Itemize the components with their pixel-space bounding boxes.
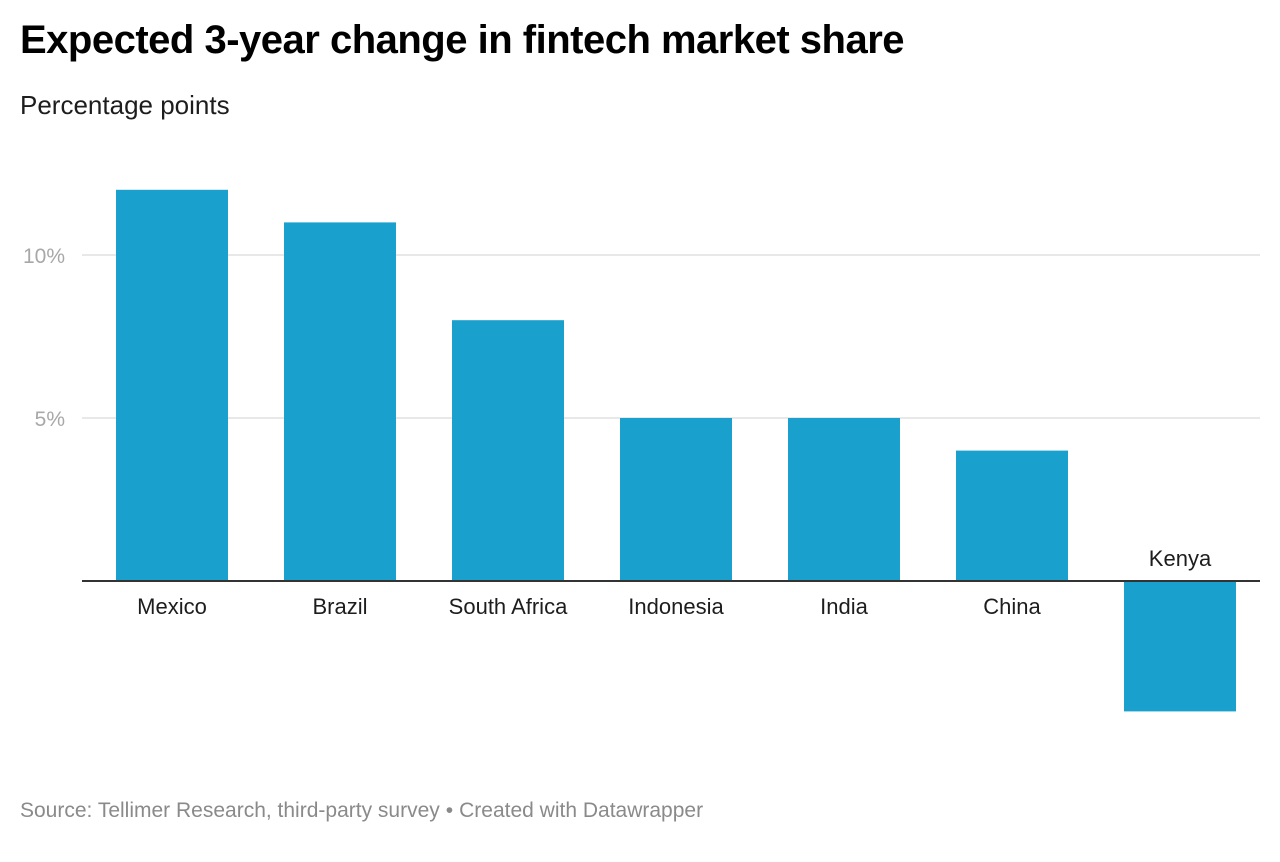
category-label: Mexico bbox=[137, 594, 207, 619]
chart-footer: Source: Tellimer Research, third-party s… bbox=[20, 799, 703, 823]
category-labels: Mexico Brazil South Africa Indonesia India Ch… bbox=[137, 546, 1212, 619]
source-note: Source: Tellimer Research, third-party s… bbox=[20, 799, 440, 822]
bar bbox=[620, 418, 732, 581]
bar bbox=[116, 189, 228, 582]
footer-separator: • bbox=[445, 799, 454, 822]
category-label: Kenya bbox=[1149, 546, 1212, 571]
bar bbox=[1124, 581, 1236, 712]
category-label: India bbox=[820, 594, 868, 619]
category-label: Indonesia bbox=[628, 594, 724, 619]
category-label: China bbox=[983, 594, 1041, 619]
bars bbox=[116, 189, 1236, 712]
bar bbox=[284, 222, 396, 581]
category-label: Brazil bbox=[312, 594, 367, 619]
bar bbox=[956, 450, 1068, 581]
chart-title: Expected 3-year change in fintech market… bbox=[20, 18, 905, 62]
bar bbox=[452, 320, 564, 581]
y-tick-label: 10% bbox=[23, 245, 65, 268]
credit-note: Created with Datawrapper bbox=[459, 799, 704, 822]
category-label: South Africa bbox=[449, 594, 568, 619]
bar bbox=[788, 418, 900, 581]
y-tick-label: 5% bbox=[35, 408, 65, 431]
chart-subtitle: Percentage points bbox=[20, 90, 230, 120]
